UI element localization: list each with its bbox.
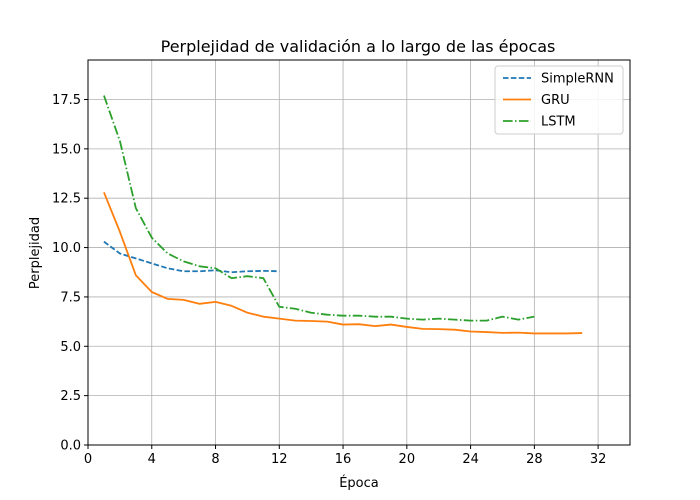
y-tick-label: 15.0 <box>52 142 81 157</box>
plot-frame <box>87 59 631 446</box>
x-tick-label: 24 <box>462 452 479 467</box>
x-tick-label: 8 <box>211 452 219 467</box>
x-tick-label: 20 <box>399 452 416 467</box>
series-line-simplernn <box>103 240 280 274</box>
legend-label-gru: GRU <box>541 93 570 108</box>
y-tick-label: 10.0 <box>52 241 81 256</box>
series-lines <box>103 95 583 335</box>
y-axis-ticks: 0.0 2.5 5.0 7.5 10.0 12.5 15.0 17.5 <box>52 93 88 454</box>
y-tick-label: 7.5 <box>60 290 81 305</box>
x-axis-ticks: 0 4 8 12 16 20 24 28 32 <box>84 445 607 467</box>
y-tick-label: 2.5 <box>60 389 81 404</box>
x-tick-label: 28 <box>526 452 543 467</box>
x-tick-label: 4 <box>148 452 156 467</box>
x-axis-label: Época <box>339 475 379 491</box>
y-tick-label: 0.0 <box>60 439 81 454</box>
y-tick-label: 5.0 <box>60 340 81 355</box>
legend-label-simplernn: SimpleRNN <box>541 72 614 87</box>
legend-label-lstm: LSTM <box>541 115 576 130</box>
legend: SimpleRNN GRU LSTM <box>494 65 624 135</box>
y-tick-label: 17.5 <box>52 93 81 108</box>
y-axis-label: Perplejidad <box>28 217 43 289</box>
y-tick-label: 12.5 <box>52 192 81 207</box>
x-tick-label: 0 <box>84 452 92 467</box>
series-line-lstm <box>103 95 535 322</box>
chart-title: Perplejidad de validación a lo largo de … <box>161 37 556 56</box>
x-tick-label: 12 <box>271 452 288 467</box>
series-line-gru <box>103 191 583 335</box>
x-tick-label: 32 <box>590 452 607 467</box>
x-tick-label: 16 <box>335 452 352 467</box>
legend-box <box>494 65 624 135</box>
